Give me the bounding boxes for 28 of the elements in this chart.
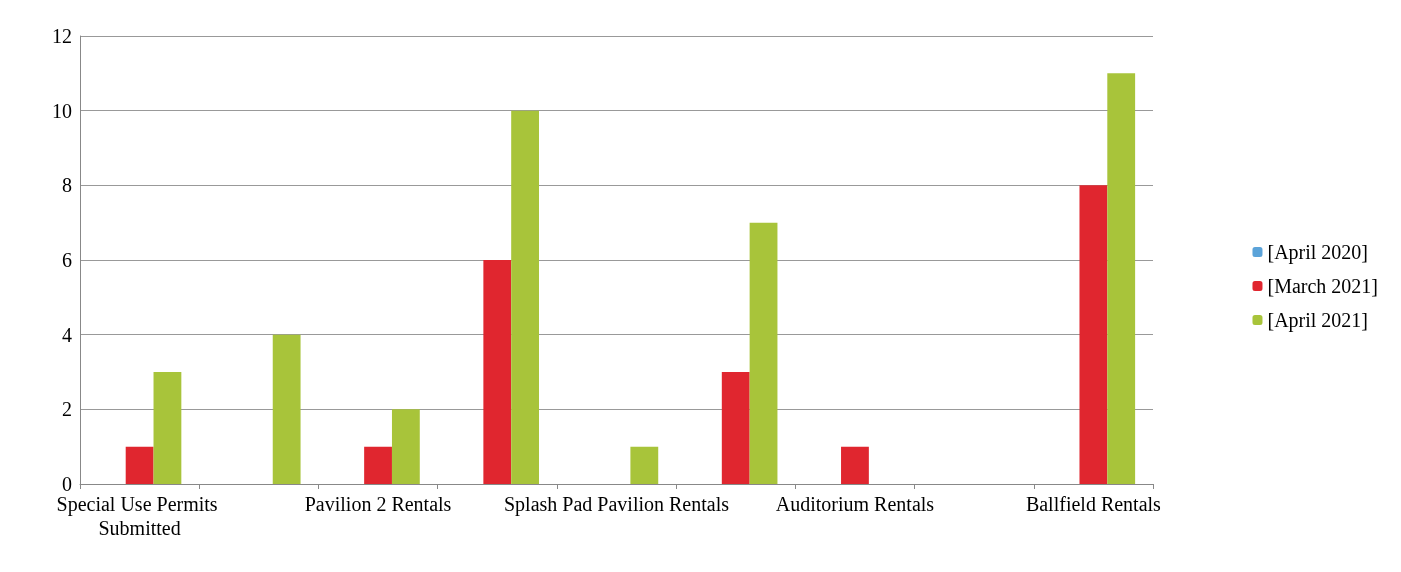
bar: [153, 372, 182, 484]
bar: [1107, 73, 1136, 484]
legend-label: [March 2021]: [1267, 275, 1379, 297]
x-tick-label: Pavilion 2 Rentals: [304, 493, 452, 515]
bar: [721, 372, 750, 484]
y-tick-label: 8: [62, 174, 72, 197]
y-tick-label: 12: [52, 25, 72, 47]
bar: [749, 222, 778, 484]
bar: [630, 446, 659, 484]
bar: [1079, 185, 1108, 484]
legend-label: [April 2021]: [1267, 309, 1369, 332]
y-tick-label: 2: [62, 398, 72, 421]
bar: [272, 334, 301, 484]
y-tick-label: 6: [62, 249, 72, 271]
x-tick-label: Special Use Permits Submitted: [56, 493, 223, 539]
x-tick-label: Ballfield Rentals: [1025, 493, 1162, 515]
bar: [511, 110, 540, 484]
y-tick-label: 10: [52, 99, 72, 122]
y-tick-label: 4: [62, 323, 72, 346]
bar: [483, 260, 512, 484]
bar: [364, 446, 392, 484]
y-tick-label: 0: [62, 473, 72, 495]
bar: [391, 409, 420, 484]
x-tick-label: Auditorium Rentals: [775, 493, 935, 515]
bar: [841, 446, 869, 484]
x-tick-label: Splash Pad Pavilion Rentals: [504, 493, 730, 516]
bar: [125, 446, 154, 484]
legend-label: [April 2020]: [1267, 241, 1369, 264]
